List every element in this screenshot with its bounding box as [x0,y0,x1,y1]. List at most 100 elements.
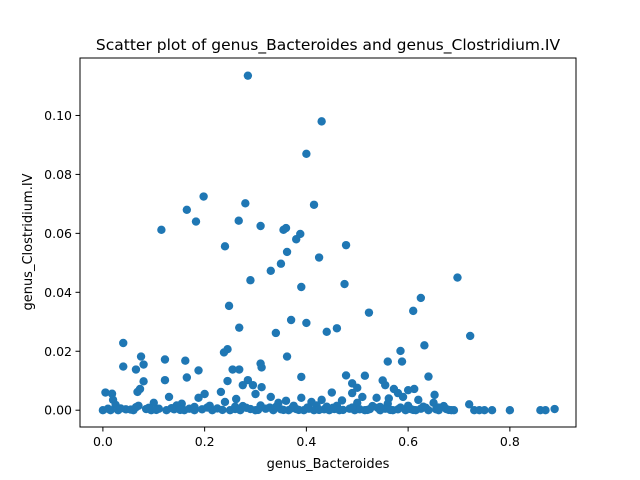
data-point [420,341,429,350]
data-point [157,225,166,235]
data-point [256,221,265,231]
x-axis-ticks: 0.0 0.2 0.4 0.6 0.8 [93,427,520,449]
data-point [340,279,349,289]
data-point [287,403,297,413]
data-point [257,383,266,392]
data-point [224,301,234,311]
data-point [322,402,331,411]
data-point [230,402,240,411]
data-point [297,372,306,382]
data-point [398,392,408,402]
data-point [271,328,281,338]
data-point [251,389,260,399]
data-point [101,388,110,397]
data-point [223,376,232,386]
data-point [364,308,374,317]
data-point [133,387,142,397]
data-point [160,375,170,385]
data-point [194,366,203,375]
data-point [238,380,247,390]
data-point [107,389,117,398]
data-point [202,403,212,412]
data-point [424,372,433,381]
data-point [372,393,381,403]
data-point [464,400,474,409]
chart-title: Scatter plot of genus_Bacteroides and ge… [96,36,561,55]
points-layer [98,71,559,415]
data-point [363,405,372,415]
data-point [360,371,370,380]
data-point [386,405,395,415]
data-point [487,406,497,415]
data-point [119,362,128,371]
data-point [419,402,428,411]
data-point [160,355,170,364]
data-point [286,315,296,325]
data-point [265,403,274,412]
data-point [228,365,237,374]
data-point [119,338,128,348]
data-point [243,71,253,80]
data-point [302,149,311,158]
data-point [271,402,281,412]
data-point [397,357,407,366]
x-tick-label: 0.8 [500,434,520,449]
data-point [181,356,190,365]
data-point [219,348,229,357]
data-point [182,373,192,382]
data-point [182,205,192,214]
data-point [414,395,423,405]
data-point [139,377,148,386]
data-point [234,216,243,225]
data-point [266,266,275,275]
data-point [246,276,255,285]
data-point [281,223,291,233]
data-point [337,396,347,405]
data-point [341,240,351,250]
data-point [550,404,559,414]
y-tick-label: 0.04 [44,285,72,300]
data-point [403,385,413,395]
data-point [294,405,303,415]
y-tick-label: 0.06 [44,226,72,241]
data-point [164,392,174,402]
data-point [314,253,324,262]
data-point [218,405,227,415]
data-point [257,363,266,372]
data-point [139,360,148,369]
data-point [282,352,292,361]
data-point [220,397,230,407]
data-point [505,406,515,415]
data-point [314,405,324,415]
data-point [332,324,342,333]
data-point [381,380,390,390]
data-point [191,217,201,226]
x-tick-label: 0.4 [296,434,316,449]
data-point [106,406,115,415]
data-point [116,404,125,413]
y-axis-ticks: 0.00 0.02 0.04 0.06 0.08 0.10 [44,108,80,418]
data-point [409,306,418,316]
data-point [309,200,319,209]
data-point [292,235,301,244]
data-point [322,327,331,336]
data-point [200,389,209,399]
y-tick-label: 0.02 [44,344,72,359]
data-point [434,403,443,412]
data-point [131,403,141,412]
x-tick-label: 0.6 [398,434,418,449]
y-tick-label: 0.10 [44,108,72,123]
data-point [235,323,244,332]
data-point [281,396,291,405]
data-point [131,365,141,374]
data-point [444,405,454,415]
data-point [136,352,146,361]
x-tick-label: 0.0 [93,434,113,449]
data-point [347,403,357,412]
data-point [235,365,244,374]
data-point [190,402,199,412]
data-point [396,346,405,356]
data-point [480,406,489,415]
data-point [216,387,226,397]
